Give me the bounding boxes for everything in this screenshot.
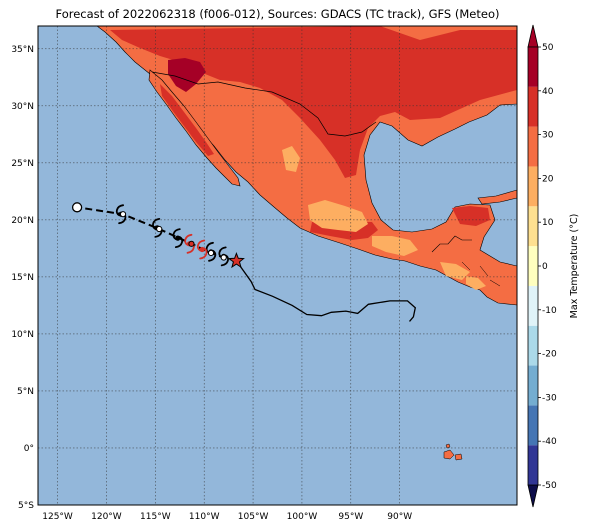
colorbar-tick-label: 40 [542,87,554,97]
warm-patch-3 [282,146,300,172]
axis-ticks: 125°W 120°W 115°W 110°W 105°W 100°W 95°W 90°W 5°… [11,45,412,522]
colorbar-segment [528,365,538,406]
land-yucatan-hot [452,206,490,226]
storm-symbol-icon [172,228,184,249]
track-point [156,225,163,233]
warm-patch-5 [466,276,486,290]
border-mexico-guatemala [431,235,472,253]
colorbar-tick-label: 10 [542,218,554,228]
plot-frame [37,25,518,506]
colorbar-segment [528,126,538,167]
lat-tick-label: 25°N [11,159,34,169]
warm-patch-4 [440,262,470,280]
lon-tick-label: 90°W [387,512,412,522]
lat-tick-label: 15°N [11,273,34,283]
map-title: Forecast of 2022062318 (f006-012), Sourc… [55,7,500,21]
lat-tick-label: 10°N [11,330,34,340]
track-point [207,249,215,257]
border-central-america [461,261,501,287]
track-end-circle [71,202,83,213]
colorbar-tick-label: -20 [542,350,557,360]
colorbar: -50 -40 -30 -20 -10 0 10 20 30 40 50 Max Temperatur… [527,24,580,508]
lat-tick-label: 5°N [17,387,34,397]
storm-symbol-icon [196,239,208,260]
colorbar-segment [528,246,538,286]
warm-patch-1 [308,200,368,232]
colorbar-max-extension [527,24,539,48]
track-point [119,211,127,218]
lon-tick-label: 125°W [42,512,73,522]
lon-tick-label: 95°W [338,512,363,522]
colorbar-segment [528,166,538,207]
warm-patch-2 [372,236,418,256]
very-hot-region [168,58,206,92]
lon-tick-label: 110°W [189,512,220,522]
colorbar-segment [528,325,538,366]
track-point [220,254,227,261]
colorbar-label: Max Temperature (°C) [569,214,580,319]
hot-region-north [110,26,517,178]
colorbar-tick-label: 50 [542,43,554,53]
colorbar-segment [528,405,538,446]
border-us-mexico [151,71,377,137]
lon-tick-label: 115°W [140,512,171,522]
lat-tick-label: 30°N [11,102,34,112]
colorbar-tick-label: 30 [542,131,554,141]
lat-tick-label: 5°S [18,501,34,511]
track-point [188,240,195,247]
colorbar-segment [528,285,538,326]
colorbar-tick-label: -50 [542,481,557,491]
colorbar-tick-label: 0 [542,262,548,272]
lat-tick-label: 35°N [11,45,34,55]
colorbar-tick-label: -10 [542,306,557,316]
colorbar-segment [528,86,538,127]
lat-tick-label: 0° [24,444,34,454]
colorbar-segment [528,206,538,247]
graticule [38,26,517,505]
colorbar-segment [528,47,538,87]
lat-tick-label: 20°N [11,216,34,226]
colorbar-tick-label: -30 [542,393,557,403]
land-layer [96,26,517,461]
storm-track [71,202,417,322]
lon-tick-label: 120°W [91,512,122,522]
colorbar-tick-label: -40 [542,437,557,447]
current-position-star-icon [227,251,245,269]
hot-region-baja [160,84,214,156]
lon-tick-label: 105°W [238,512,269,522]
lon-tick-label: 100°W [287,512,318,522]
forecast-cone-boundary [235,260,417,322]
colorbar-min-extension [527,484,539,508]
land-galapagos [443,443,463,461]
land-cuba [477,189,517,205]
colorbar-segment [528,445,538,485]
colorbar-tick-label: 20 [542,174,554,184]
